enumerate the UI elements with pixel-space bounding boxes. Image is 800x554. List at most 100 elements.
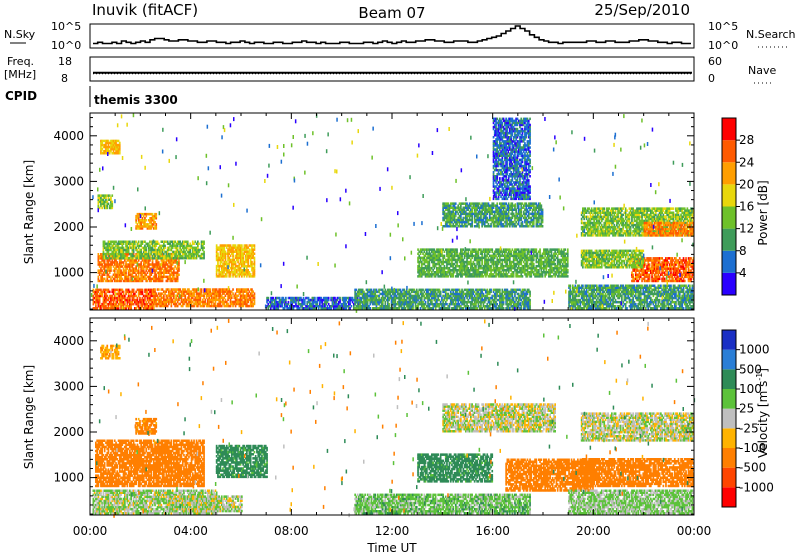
power-cell <box>408 296 411 300</box>
power-cell <box>364 298 366 302</box>
power-cell <box>203 250 205 254</box>
power-cell <box>249 288 252 291</box>
power-cell <box>394 290 397 294</box>
power-cell <box>134 294 136 298</box>
power-cell <box>145 250 148 254</box>
power-cell <box>105 298 107 302</box>
power-cell <box>147 261 150 264</box>
power-cell <box>325 298 327 302</box>
power-cell <box>134 240 136 243</box>
power-cell <box>303 307 306 310</box>
power-cell <box>116 273 119 276</box>
power-cell <box>426 290 428 294</box>
power-cell <box>408 288 411 292</box>
power-cell <box>228 252 231 255</box>
power-cell <box>228 248 231 251</box>
power-cell <box>234 256 237 260</box>
power-cell <box>173 296 175 299</box>
power-cell <box>98 206 101 210</box>
power-cell <box>436 302 438 306</box>
power-cell <box>175 246 178 250</box>
power-cell <box>105 141 107 145</box>
power-cell <box>238 244 241 247</box>
power-cell <box>97 257 100 260</box>
power-cell <box>151 254 154 258</box>
power-cell <box>359 288 361 292</box>
power-cell <box>122 294 125 298</box>
power-cell <box>97 269 100 272</box>
power-cell <box>103 294 106 298</box>
power-cell <box>111 257 114 260</box>
power-cell <box>102 288 105 292</box>
power-cell <box>132 269 135 272</box>
power-cell <box>168 261 170 264</box>
power-cell <box>200 252 203 256</box>
power-cell <box>146 252 149 256</box>
power-cell <box>130 290 132 294</box>
power-cell <box>141 240 144 243</box>
power-cell <box>297 302 300 306</box>
power-cell <box>135 279 137 283</box>
power-cell <box>97 298 100 302</box>
power-cell <box>217 252 219 255</box>
power-cell <box>142 275 145 279</box>
power-cell <box>155 252 158 256</box>
power-cell <box>136 305 139 308</box>
power-cell <box>252 269 254 272</box>
power-cell <box>166 277 169 281</box>
power-cell <box>247 250 249 253</box>
power-cell <box>324 296 326 300</box>
power-cell <box>383 305 385 308</box>
power-cell <box>413 296 416 300</box>
power-cell <box>225 300 228 304</box>
power-cell <box>185 298 188 302</box>
power-cell <box>178 261 180 264</box>
power-cell <box>229 275 232 278</box>
power-cell <box>239 244 242 247</box>
power-cell <box>224 256 227 260</box>
power-cell <box>107 290 110 294</box>
power-cell <box>118 277 121 281</box>
power-cell <box>200 242 203 245</box>
power-cell <box>118 302 121 306</box>
power-cell <box>120 265 122 268</box>
power-cell <box>186 288 189 291</box>
sky-right-tick-bottom: 10^0 <box>708 39 738 52</box>
power-cell <box>446 294 448 298</box>
power-cell <box>225 304 228 308</box>
power-cell <box>247 256 249 260</box>
power-cell <box>125 261 127 264</box>
power-cell <box>164 302 166 306</box>
power-cell <box>230 252 233 255</box>
power-cell <box>108 246 111 250</box>
power-cell <box>239 300 242 304</box>
power-cell <box>159 265 161 268</box>
power-cell <box>166 304 169 308</box>
power-cell <box>96 294 98 298</box>
power-cell <box>101 294 103 298</box>
power-cell <box>233 246 236 249</box>
power-cell <box>129 302 131 306</box>
power-cell <box>239 256 242 260</box>
power-cell <box>132 267 135 270</box>
power-cell <box>107 259 110 262</box>
power-cell <box>234 262 237 266</box>
power-cell <box>214 294 217 297</box>
power-cell <box>242 273 244 276</box>
power-cell <box>168 265 170 268</box>
power-cell <box>443 298 446 302</box>
power-cell <box>137 300 140 304</box>
power-cell <box>145 269 148 272</box>
power-cell <box>146 305 149 308</box>
power-cell <box>227 269 229 272</box>
power-cell <box>202 244 204 248</box>
power-cell <box>137 254 140 258</box>
power-cell <box>101 275 103 279</box>
power-cell <box>249 294 252 297</box>
power-cell <box>426 292 428 296</box>
power-cell <box>397 300 399 304</box>
power-cell <box>174 304 176 308</box>
power-cell <box>398 288 400 292</box>
power-cell <box>131 250 134 254</box>
power-cell <box>361 288 364 292</box>
